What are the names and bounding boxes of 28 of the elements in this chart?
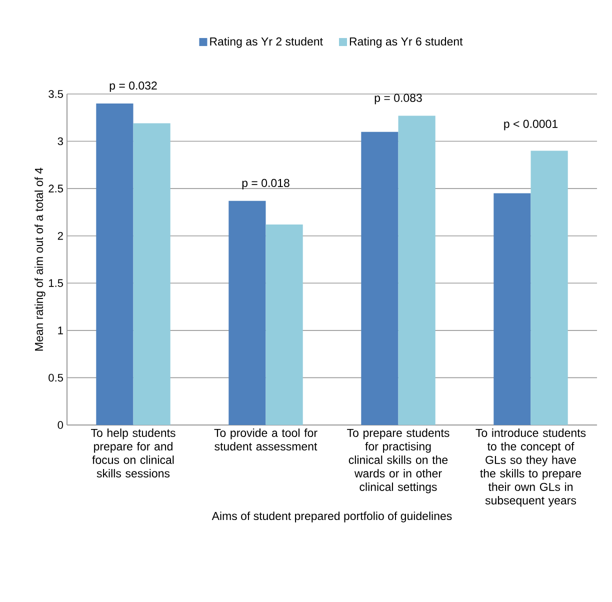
- bar: [361, 132, 398, 425]
- x-tick-label: To provide a tool for student assessment: [214, 428, 318, 450]
- bar: [398, 116, 436, 425]
- bar: [228, 200, 266, 425]
- y-tick-label: 2: [58, 232, 63, 240]
- bar: [266, 224, 303, 425]
- annotation: p = 0.083: [374, 94, 422, 104]
- x-axis-title: Aims of student prepared portfolio of guidelines: [212, 512, 452, 522]
- legend-label: Rating as Yr 2 student: [210, 37, 323, 48]
- bar: [494, 193, 531, 425]
- y-tick-label: 2.5: [48, 184, 63, 192]
- bar: [133, 123, 170, 425]
- y-axis-title: Mean rating of aim out of a total of 4: [34, 168, 46, 351]
- y-tick-label: 1: [58, 326, 63, 334]
- annotation: p = 0.032: [110, 82, 157, 92]
- y-tick-label: 0.5: [48, 374, 63, 382]
- x-tick-label: To help students prepare for and focus on clinical skills sessions: [90, 428, 176, 478]
- y-tick-label: 0: [58, 421, 64, 429]
- annotation: p = 0.018: [242, 178, 290, 190]
- bar: [96, 103, 134, 425]
- legend-label: Rating as Yr 6 student: [350, 37, 463, 48]
- annotation: p < 0.0001: [504, 120, 558, 130]
- x-tick-label: To prepare students for practising clinical skills on the wards or in other clinical settings: [347, 428, 450, 494]
- bar: [530, 150, 568, 425]
- y-tick-label: 3.5: [48, 90, 63, 98]
- y-tick-label: 3: [58, 137, 63, 146]
- y-tick-label: 1.5: [49, 279, 63, 287]
- x-tick-label: To introduce students to the concept of GLs so they have the skills to prepare their own GLs in subsequent years: [476, 428, 586, 507]
